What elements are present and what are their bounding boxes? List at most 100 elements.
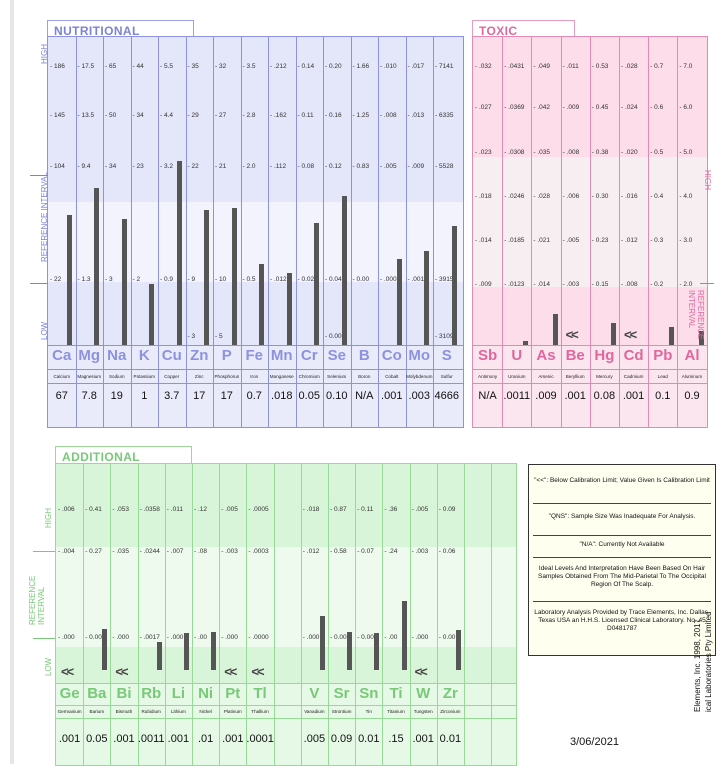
additional-reference-label: REFERENCE INTERVAL — [28, 575, 46, 625]
nutritional-scale-value: - 9.4 — [77, 163, 91, 170]
toxic-name: Beryllium — [565, 374, 585, 379]
nutritional-column-divider — [350, 37, 352, 427]
additional-scale-value: - .005 — [411, 506, 429, 513]
nutritional-bar-s — [451, 226, 457, 345]
additional-symbol-ge: Ge — [59, 685, 80, 702]
additional-scale-value: - .007 — [166, 548, 184, 555]
toxic-result: .001 — [564, 390, 586, 402]
toxic-scale-value: - 0.45 — [591, 104, 609, 111]
nutritional-column-divider — [75, 37, 77, 427]
toxic-column-divider — [677, 37, 679, 427]
additional-symbol-ti: Ti — [389, 685, 403, 702]
additional-bar-ba — [102, 629, 108, 670]
nutritional-result: 0.05 — [298, 390, 320, 402]
nutritional-scale-value: - 3.5 — [242, 63, 256, 70]
additional-column-divider — [464, 464, 465, 765]
toxic-panel: - .032 - .027 - .023 - .018 - .014 - .009 Sb An… — [472, 36, 708, 428]
nutritional-scale-value: - 34 — [132, 112, 144, 119]
toxic-column-divider — [648, 37, 650, 427]
nutritional-scale-value: - 2.8 — [242, 112, 256, 119]
nutritional-bar-ca — [66, 215, 72, 345]
nutritional-result: 4666 — [434, 390, 459, 402]
toxic-name: Lead — [657, 374, 668, 379]
additional-scale-value: - .005 — [221, 506, 238, 513]
toxic-scale-value: - .006 — [562, 193, 580, 200]
additional-name: Nickel — [199, 709, 212, 714]
additional-column-divider — [246, 464, 248, 765]
additional-column-divider — [355, 464, 357, 765]
toxic-ref-marker — [700, 283, 714, 284]
nutritional-scale-value: - .005 — [380, 163, 397, 170]
additional-name-rule — [56, 705, 516, 706]
toxic-bar-pb — [669, 327, 675, 345]
additional-result: .005 — [303, 733, 326, 745]
additional-name: Vanadium — [304, 709, 325, 714]
additional-column-divider — [300, 464, 302, 765]
nutritional-scale-value: - 0.9 — [160, 276, 174, 283]
additional-bar-sr — [347, 632, 353, 670]
nutritional-scale-value: - 104 — [50, 163, 65, 170]
toxic-name: Antimony — [478, 374, 498, 379]
additional-scale-value: - 0.87 — [330, 506, 347, 513]
nutritional-scale-value: - 3.2 — [160, 163, 174, 170]
additional-result: .001 — [412, 733, 434, 745]
toxic-scale-value: - 0.4 — [650, 193, 664, 200]
nutritional-scale-value: - .010 — [380, 63, 397, 70]
toxic-symbol-be: Be — [565, 347, 585, 364]
additional-scale-value: - .006 — [58, 506, 75, 513]
nutritional-name: Cobalt — [385, 374, 399, 379]
toxic-scale-value: - .049 — [533, 63, 551, 70]
nutritional-scale-value: - 186 — [50, 63, 65, 70]
toxic-column-divider — [560, 37, 562, 427]
nutritional-scale-value: - 34 — [105, 163, 117, 170]
nutritional-symbol-fe: Fe — [245, 347, 263, 364]
nutritional-result: .001 — [381, 390, 403, 402]
nutritional-scale-value: - .212 — [270, 63, 287, 70]
toxic-scale-value: - .005 — [562, 237, 580, 244]
nutritional-name: Boron — [358, 374, 371, 379]
toxic-scale-value: - 0.30 — [591, 193, 609, 200]
toxic-scale-value: - .021 — [533, 237, 551, 244]
additional-column-divider — [192, 464, 193, 765]
nutritional-name: Manganese — [269, 374, 294, 379]
toxic-result: 0.1 — [655, 390, 671, 402]
additional-column-divider — [382, 464, 384, 765]
toxic-symbol-as: As — [536, 347, 556, 364]
toxic-name: Aluminum — [681, 374, 703, 379]
legend-na-note: "N/A": Currently Not Available — [533, 537, 711, 558]
toxic-scale-value: - 7.0 — [679, 63, 693, 70]
additional-scale-value: - .003 — [221, 548, 238, 555]
toxic-column-divider — [589, 37, 591, 427]
nutritional-scale-value: - 0.20 — [325, 63, 342, 70]
additional-calibration-marker: << — [224, 664, 237, 679]
nutritional-bar-mg — [94, 188, 99, 345]
nutritional-result: 67 — [55, 390, 68, 402]
legend-calibration-note: "<<": Below Calibration Limit; Value Giv… — [533, 473, 711, 504]
toxic-scale-value: - 0.23 — [591, 237, 609, 244]
toxic-scale-value: - .0308 — [504, 149, 525, 156]
nutritional-scale-value: - 29 — [187, 112, 199, 119]
nutritional-symbol-ca: Ca — [52, 347, 72, 364]
nutritional-scale-value: - 23 — [132, 163, 144, 170]
additional-scale-value: - .000 — [166, 634, 184, 641]
additional-column-divider — [409, 464, 411, 765]
toxic-symbol-sb: Sb — [478, 347, 498, 364]
nutritional-scale-value: - 13.5 — [77, 112, 95, 119]
additional-scale-value: - .0358 — [139, 506, 160, 513]
nutritional-scale-value: - 10 — [215, 276, 227, 283]
nutritional-symbol-zn: Zn — [190, 347, 209, 364]
additional-scale-value: - 0.27 — [85, 548, 102, 555]
toxic-scale-value: - .0185 — [504, 237, 525, 244]
additional-result: .0001 — [246, 733, 274, 745]
additional-name: Bismuth — [115, 709, 133, 714]
nutritional-result: 0.7 — [246, 390, 262, 402]
toxic-scale-value: - 6.0 — [679, 104, 693, 111]
nutritional-high-band — [48, 37, 463, 202]
toxic-scale-value: - 0.5 — [650, 149, 664, 156]
toxic-scale-value: - .008 — [562, 149, 580, 156]
toxic-scale-value: - .018 — [475, 193, 492, 200]
toxic-bar-as — [552, 314, 558, 345]
nutritional-symbol-se: Se — [327, 347, 346, 364]
additional-bar-ni — [211, 632, 217, 670]
nutritional-low-label: LOW — [40, 321, 49, 340]
